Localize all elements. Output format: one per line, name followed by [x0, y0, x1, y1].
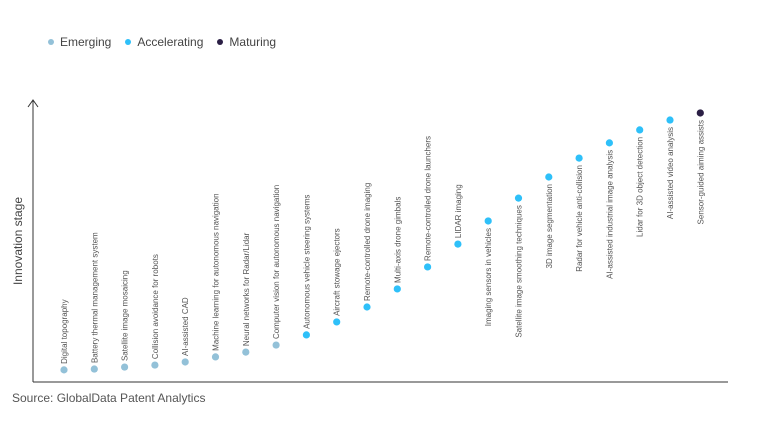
data-label: Sensor-guided aiming assists — [696, 120, 705, 225]
legend-marker — [125, 39, 132, 45]
data-label: Radar for vehicle anti-collision — [575, 165, 584, 272]
legend-label: Maturing — [229, 35, 277, 49]
data-point — [545, 173, 553, 181]
data-label: 3D image segmentation — [545, 184, 554, 269]
data-point — [666, 116, 674, 124]
data-point — [484, 217, 492, 225]
legend-label: Emerging — [60, 35, 112, 49]
data-point — [302, 331, 310, 339]
y-axis-arrow — [27, 99, 39, 108]
data-point — [514, 194, 523, 202]
data-label: Battery thermal management system — [90, 232, 99, 363]
data-point — [424, 263, 432, 271]
data-label: Digital topography — [60, 299, 69, 363]
data-label: Computer vision for autonomous navigatio… — [272, 185, 281, 339]
data-label: Satellite image smoothing techniques — [515, 205, 524, 338]
data-point — [605, 139, 614, 147]
data-point — [454, 240, 462, 248]
data-point — [575, 154, 583, 162]
data-point — [242, 348, 250, 356]
data-label: Remote-controlled drone imaging — [363, 183, 372, 301]
data-point — [363, 303, 371, 311]
data-point — [90, 365, 98, 373]
legend-marker — [48, 39, 54, 45]
data-label: Machine learning for autonomous navigati… — [212, 193, 221, 350]
data-label: Lidar for 3D object detection — [636, 137, 645, 237]
data-point — [272, 341, 280, 349]
data-point — [181, 358, 189, 366]
data-label: AI-assisted CAD — [181, 297, 190, 356]
legend: Emerging Accelerating Maturing — [48, 35, 276, 49]
legend-label: Accelerating — [137, 35, 204, 49]
source-note: Source: GlobalData Patent Analytics — [12, 391, 206, 405]
data-label: Remote-controlled drone launchers — [424, 136, 433, 261]
data-point — [393, 285, 401, 293]
data-label: Neural networks for Radar/Lidar — [242, 232, 251, 346]
data-point — [121, 363, 129, 371]
legend-item-accelerating: Accelerating — [125, 35, 203, 49]
data-label: Satellite image mosaicing — [121, 270, 130, 361]
data-point — [636, 126, 644, 134]
data-label: LIDAR imaging — [454, 184, 463, 238]
y-axis-label: Innovation stage — [11, 197, 25, 285]
data-label: AI-assisted video analysis — [666, 127, 675, 219]
data-label: Multi-axis drone gimbals — [393, 197, 402, 283]
data-label: AI-assisted industrial image analysis — [605, 150, 614, 279]
data-point — [151, 361, 159, 369]
legend-item-maturing: Maturing — [217, 35, 276, 49]
data-label: Autonomous vehicle steering systems — [302, 195, 311, 329]
data-point — [60, 366, 68, 374]
data-point — [211, 353, 220, 361]
data-label: Collision avoidance for robots — [151, 254, 160, 359]
data-point — [696, 109, 704, 117]
legend-marker — [217, 39, 224, 45]
data-point — [333, 318, 341, 326]
data-label: Aircraft stowage ejectors — [333, 228, 342, 316]
legend-item-emerging: Emerging — [48, 35, 111, 49]
data-label: Imaging sensors in vehicles — [484, 228, 493, 326]
